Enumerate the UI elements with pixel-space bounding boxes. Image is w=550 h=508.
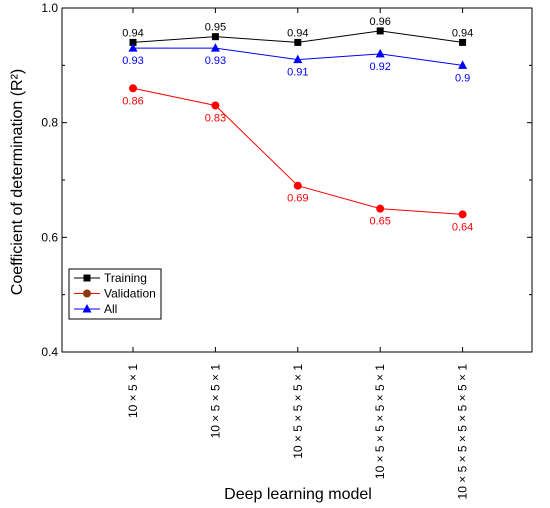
legend-label-validation: Validation [104,287,156,301]
data-label-validation: 0.64 [452,221,473,233]
series-layer: 0.94 0.95 0.94 0.96 0.94 0.86 0.83 0.69 0.65 0.64… [122,16,473,233]
x-tick-label: 10 × 5 × 1 [126,364,140,418]
data-label-all: 0.91 [287,67,308,79]
y-tick-label: 0.6 [41,230,58,244]
y-tick-label: 0.4 [41,345,58,359]
x-tick-label: 10 × 5 × 5 × 5 × 1 [291,364,305,459]
legend-label-training: Training [104,271,147,285]
data-label-validation: 0.65 [369,216,390,228]
y-axis-title: Coefficient of determination (R²) [9,69,26,295]
series-all: 0.93 0.93 0.91 0.92 0.9 [122,43,470,84]
legend-marker-all [82,304,92,313]
y-axis-ticks: 0.4 0.6 0.8 1.0 [41,1,532,359]
y-tick-label: 0.8 [41,116,58,130]
data-label-training: 0.95 [205,22,226,34]
data-label-all: 0.93 [205,55,226,67]
data-point-training [459,38,467,46]
y-tick-label: 1.0 [41,1,58,15]
data-point-training [211,33,219,41]
data-point-all [375,48,385,58]
x-tick-label: 10 × 5 × 5 × 1 [208,364,222,439]
data-label-training: 0.94 [287,27,308,39]
legend-marker-training [83,274,91,282]
legend-label-all: All [104,302,117,316]
data-point-validation [458,210,467,219]
x-axis-title: Deep learning model [224,486,372,503]
data-point-all [128,43,138,52]
data-label-training: 0.96 [369,16,390,28]
data-point-all [293,54,303,64]
data-label-all: 0.92 [369,61,390,73]
data-point-validation [129,84,137,93]
data-point-validation [376,204,385,213]
x-tick-label: 10 × 5 × 5 × 5 × 5 × 5 × 1 [456,364,470,500]
data-label-validation: 0.83 [205,112,226,124]
series-validation: 0.86 0.83 0.69 0.65 0.64 [122,84,473,233]
legend-marker-validation [83,289,91,298]
data-label-training: 0.94 [452,27,473,39]
data-point-training [294,38,302,46]
data-point-all [210,43,220,52]
series-training: 0.94 0.95 0.94 0.96 0.94 [122,16,473,46]
data-label-all: 0.9 [455,72,470,84]
data-point-training [129,38,137,46]
data-point-validation [211,101,220,110]
x-axis-ticks: 10 × 5 × 1 10 × 5 × 5 × 1 10 × 5 × 5 × 5 ×… [126,8,470,499]
data-label-validation: 0.86 [122,95,143,107]
x-tick-label: 10 × 5 × 5 × 5 × 5 × 1 [373,364,387,479]
data-point-validation [293,181,302,190]
data-label-training: 0.94 [122,27,143,39]
data-point-training [376,27,384,35]
data-label-all: 0.93 [122,55,143,67]
data-point-all [458,60,468,69]
data-label-validation: 0.69 [287,193,308,205]
